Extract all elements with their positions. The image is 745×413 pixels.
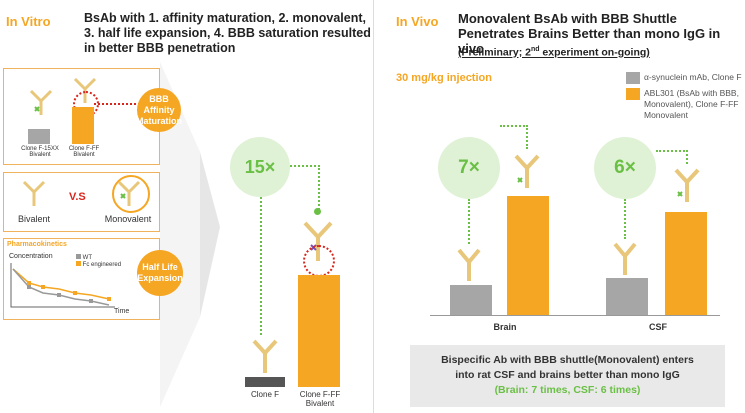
dotted-line-clone-fff bbox=[318, 165, 320, 210]
pk-ylabel: Concentration bbox=[9, 253, 53, 260]
bar-brain-mab bbox=[450, 285, 492, 315]
x-axis-line bbox=[430, 315, 720, 316]
dotted-line-brain-top bbox=[500, 125, 528, 127]
legend-swatch-gray bbox=[626, 72, 640, 84]
label-clone-f15xx: Clone F-15XX Bivalent bbox=[21, 146, 59, 158]
antibody-clone-f-icon bbox=[252, 339, 278, 373]
bar-clone-f bbox=[245, 377, 285, 387]
dotted-line-clone-f bbox=[260, 197, 262, 335]
in-vivo-subtitle: (Preliminary; 2nd experiment on-going) bbox=[458, 46, 650, 59]
fold-change-brain: 7× bbox=[438, 137, 500, 199]
antibody-csf-bsab-icon bbox=[674, 168, 700, 202]
badge-half-life-expansion: Half Life Expansion bbox=[137, 250, 183, 296]
bbb-binding-circle bbox=[303, 245, 335, 277]
bar-csf-mab bbox=[606, 278, 648, 315]
connector-line bbox=[94, 103, 140, 105]
dotted-line-brain-bsab bbox=[526, 125, 528, 149]
pk-curve-chart bbox=[10, 263, 115, 308]
antibody-csf-mono-icon bbox=[613, 242, 637, 275]
label-clone-f: Clone F bbox=[250, 390, 279, 399]
bar-clone-f15xx bbox=[28, 129, 50, 144]
pk-title: Pharmacokinetics bbox=[7, 241, 67, 248]
dotted-line-csf-mono bbox=[624, 199, 626, 239]
summary-box: Bispecific Ab with BBB shuttle(Monovalen… bbox=[410, 345, 725, 407]
pharmacokinetics-panel: Pharmacokinetics Concentration Time WT F… bbox=[3, 238, 160, 320]
summary-line-3: (Brain: 7 times, CSF: 6 times) bbox=[494, 384, 641, 396]
bivalent-antibody-icon bbox=[22, 180, 46, 206]
antibody-brain-bsab-icon bbox=[514, 154, 540, 188]
antibody-brain-mono-icon bbox=[457, 248, 481, 281]
dose-label: 30 mg/kg injection bbox=[396, 72, 492, 84]
legend-gray-label: α-synuclein mAb, Clone F bbox=[644, 72, 742, 82]
label-bivalent: Bivalent bbox=[17, 214, 51, 224]
dotted-line-csf-bsab bbox=[686, 150, 688, 164]
dotted-line-csf-top bbox=[656, 150, 688, 152]
bar-clone-fff-bivalent bbox=[298, 275, 340, 387]
funnel-arrow bbox=[160, 62, 220, 407]
bar-clone-fff bbox=[72, 107, 94, 144]
in-vivo-title: Monovalent BsAb with BBB Shuttle Penetra… bbox=[458, 11, 721, 56]
valency-panel: Bivalent V.S Monovalent bbox=[3, 172, 160, 232]
binding-dot bbox=[314, 208, 321, 215]
dotted-line-brain-mono bbox=[468, 199, 470, 244]
badge-affinity-maturation: BBB Affinity Maturation bbox=[136, 88, 182, 132]
summary-line-2: into rat CSF and brains better than mono… bbox=[455, 369, 680, 381]
fold-change-csf: 6× bbox=[594, 137, 656, 199]
group-label-brain: Brain bbox=[493, 322, 517, 332]
in-vitro-heading: In Vitro bbox=[6, 14, 51, 29]
legend-orange-label: ABL301 (BsAb with BBB, Monovalent), Clon… bbox=[644, 88, 739, 120]
pk-legend: WT Fc engineered bbox=[76, 254, 121, 268]
fold-change-15x: 15× bbox=[230, 137, 290, 197]
label-monovalent: Monovalent bbox=[104, 214, 152, 224]
label-clone-fff-bivalent: Clone F-FF Bivalent bbox=[299, 390, 341, 408]
label-clone-fff: Clone F-FF Bivalent bbox=[68, 146, 100, 158]
in-vitro-title: BsAb with 1. affinity maturation, 2. mon… bbox=[84, 11, 371, 55]
versus-label: V.S bbox=[69, 191, 86, 203]
legend-swatch-orange bbox=[626, 88, 640, 100]
dotted-line-top bbox=[290, 165, 320, 167]
monovalent-antibody-icon bbox=[117, 180, 141, 206]
antibody-icon bbox=[29, 89, 53, 115]
bar-brain-abl301 bbox=[507, 196, 549, 315]
bar-csf-abl301 bbox=[665, 212, 707, 315]
in-vivo-heading: In Vivo bbox=[396, 14, 439, 29]
section-divider bbox=[373, 0, 374, 413]
group-label-csf: CSF bbox=[649, 322, 667, 332]
pk-xlabel: Time bbox=[114, 308, 130, 315]
summary-line-1: Bispecific Ab with BBB shuttle(Monovalen… bbox=[441, 354, 694, 366]
monovalent-highlight bbox=[112, 175, 150, 213]
affinity-panel: Clone F-15XX Bivalent Clone F-FF Bivalent bbox=[3, 68, 160, 165]
